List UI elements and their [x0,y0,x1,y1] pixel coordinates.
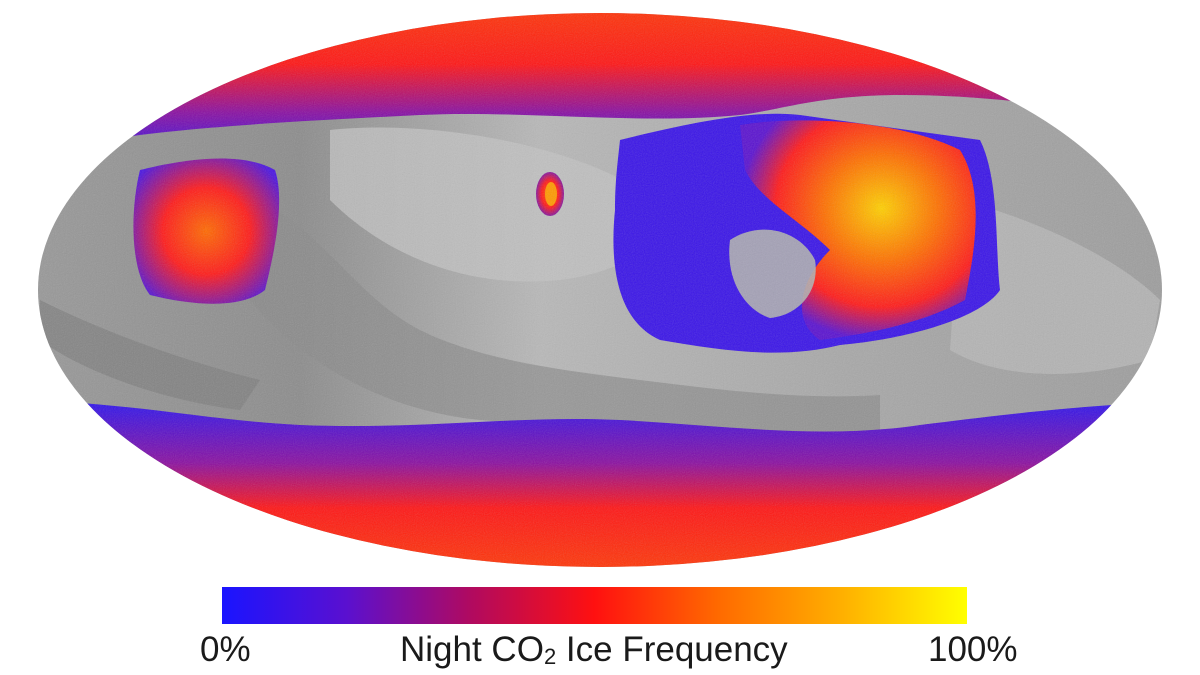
colorbar-title-suffix: Ice Frequency [556,630,788,669]
colorbar-title: Night CO2 Ice Frequency [400,628,788,675]
colorbar-max-label: 100% [928,630,1018,669]
colorbar-gradient [222,587,967,624]
colorbar-min-label: 0% [200,630,251,669]
mollweide-map [38,13,1162,567]
colorbar-title-prefix: Night CO [400,630,544,669]
noise-texture [38,13,1162,567]
colorbar-title-subscript: 2 [543,644,557,669]
